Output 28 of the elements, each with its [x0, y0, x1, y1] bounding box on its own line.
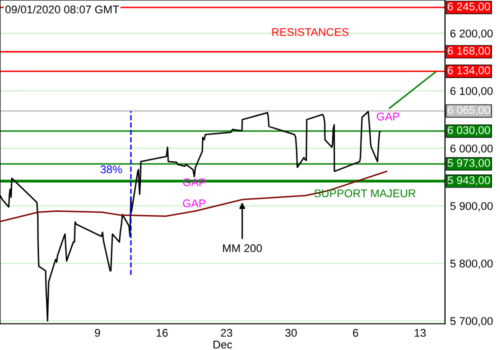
- y-tick-label: 6 200,00: [450, 30, 493, 39]
- y-tick-label: 6 100,00: [450, 87, 493, 96]
- y-tick-label: 5 700,00: [450, 317, 493, 326]
- y-tick-label: 5 800,00: [450, 260, 493, 269]
- y-tick-label: 5 900,00: [450, 202, 493, 212]
- ref-line-label: 6 245,00: [448, 2, 490, 12]
- annotation: SUPPORT MAJEUR: [314, 189, 416, 198]
- x-tick-label: 16: [156, 328, 168, 337]
- annotation: RESISTANCES: [272, 28, 348, 36]
- ref-line-label: 6 065,00: [448, 106, 490, 116]
- ref-line-label: 5 973,00: [448, 159, 490, 168]
- annotation: 38%: [100, 165, 122, 174]
- ref-line-label: 6 030,00: [448, 126, 490, 136]
- annotation: GAP: [183, 199, 206, 208]
- annotation: MM 200: [223, 244, 262, 252]
- x-tick-label: 6: [353, 328, 358, 337]
- ref-line-label: 6 168,00: [448, 46, 490, 56]
- ref-line-label: 6 134,00: [448, 66, 490, 76]
- x-tick-label: 13: [414, 328, 426, 337]
- y-tick-label: 6 000,00: [450, 144, 493, 154]
- ref-line-label: 5 943,00: [448, 176, 490, 186]
- x-tick-label: 30: [285, 328, 297, 337]
- annotation: 09/01/2020 08:07 GMT: [5, 5, 120, 14]
- x-tick-label: 23: [220, 328, 232, 337]
- annotation: GAP: [376, 112, 400, 121]
- annotation: GAP: [183, 178, 206, 186]
- x-axis-title: Dec: [214, 340, 232, 349]
- x-tick-label: 9: [94, 328, 100, 337]
